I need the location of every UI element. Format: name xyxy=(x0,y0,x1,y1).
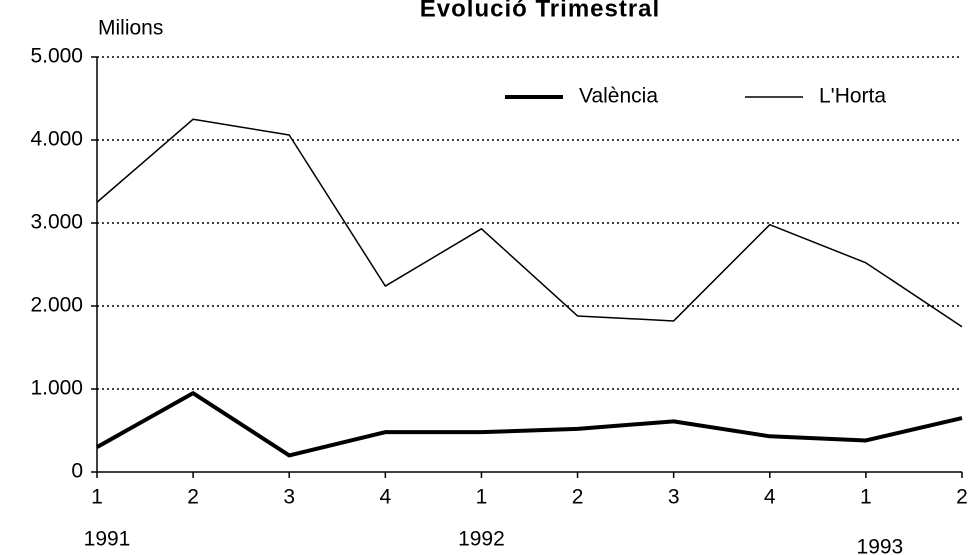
line-series xyxy=(96,118,963,328)
y-tick-label: 5.000 xyxy=(30,45,83,68)
year-label: 1992 xyxy=(458,528,505,551)
legend-label: L'Horta xyxy=(819,85,886,108)
x-tick-label: 1 xyxy=(91,486,103,509)
y-tick-label: 2.000 xyxy=(30,294,83,317)
x-tick-label: 1 xyxy=(476,486,488,509)
y-tick-label: 1.000 xyxy=(30,377,83,400)
x-tick-label: 2 xyxy=(187,486,199,509)
x-tick-label: 3 xyxy=(283,486,295,509)
x-tick-label: 2 xyxy=(572,486,584,509)
y-axis-label: Milions xyxy=(98,17,163,40)
x-tick-label: 2 xyxy=(956,486,968,509)
line-series xyxy=(96,391,963,458)
y-tick-label: 3.000 xyxy=(30,211,83,234)
x-tick-label: 4 xyxy=(379,486,391,509)
legend-label: València xyxy=(579,85,658,108)
year-label: 1993 xyxy=(857,536,904,555)
y-tick-label: 0 xyxy=(71,460,83,483)
x-tick-label: 4 xyxy=(764,486,776,509)
chart-title: Evolució Trimestral xyxy=(420,0,660,22)
year-label: 1991 xyxy=(84,528,131,551)
y-tick-label: 4.000 xyxy=(30,128,83,151)
x-tick-label: 3 xyxy=(668,486,680,509)
x-tick-label: 1 xyxy=(860,486,872,509)
